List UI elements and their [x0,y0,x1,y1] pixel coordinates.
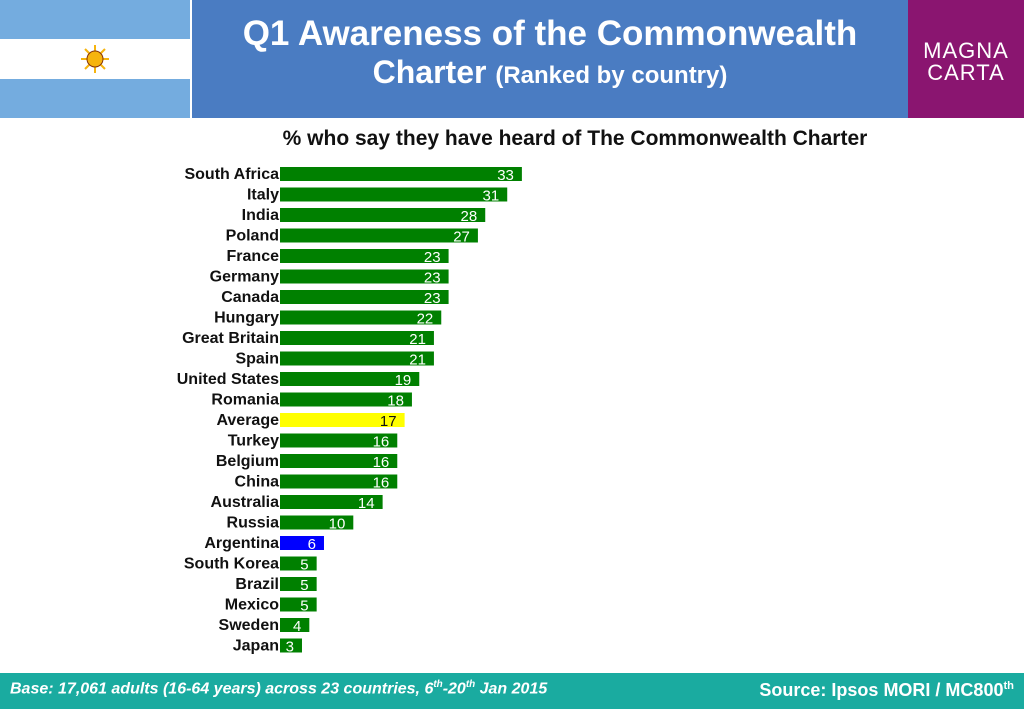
value-label-poland: 27 [453,229,470,246]
bar-poland [280,228,478,243]
bar-argentina [280,536,324,550]
category-label-sweden: Sweden [219,617,279,634]
bar-great-britain [280,331,434,345]
category-label-canada: Canada [221,289,279,306]
value-label-japan: 3 [286,639,294,656]
chart-title: % who say they have heard of The Commonw… [282,127,868,150]
bar-italy [280,187,508,202]
logo-line1: MAGNA [923,38,1009,63]
category-label-belgium: Belgium [216,453,279,470]
source-sup: th [1003,680,1014,692]
value-label-hungary: 22 [417,311,434,328]
value-label-australia: 14 [358,495,375,512]
bar-russia [280,515,354,530]
bar-france [280,249,449,263]
bar-south-korea [280,556,317,571]
value-label-average: 17 [380,413,397,430]
value-label-china: 16 [373,475,390,492]
base-mid: -20 [442,680,466,698]
category-label-germany: Germany [210,269,279,286]
category-label-india: India [242,207,279,224]
bar-romania [280,392,412,407]
category-label-average: Average [216,412,279,429]
bar-belgium [280,454,398,468]
bar-japan [280,638,302,653]
page-title-line2: Charter [372,54,487,90]
category-label-turkey: Turkey [228,433,279,450]
value-label-brazil: 5 [300,577,308,594]
bar-china [280,474,398,489]
bar-south-africa [280,167,522,181]
value-label-mexico: 5 [300,598,308,615]
category-label-japan: Japan [233,638,279,655]
magna-carta-logo: MAGNA CARTA [908,0,1024,118]
category-label-mexico: Mexico [225,597,279,614]
value-label-russia: 10 [329,516,346,533]
category-label-italy: Italy [247,187,279,204]
bar-average [280,413,405,427]
base-sup2: th [465,679,476,690]
sun-icon [81,45,109,73]
value-label-india: 28 [461,208,478,225]
argentina-flag [0,0,190,118]
category-label-argentina: Argentina [204,535,279,552]
value-label-canada: 23 [424,290,441,307]
value-label-france: 23 [424,249,441,266]
logo-line2: CARTA [927,60,1005,85]
value-label-argentina: 6 [308,536,316,553]
source-note: Source: Ipsos MORI / MC800th [759,680,1014,701]
footer-bar: Base: 17,061 adults (16-64 years) across… [0,673,1024,709]
page-subtitle: (Ranked by country) [495,62,728,89]
value-label-germany: 23 [424,270,441,287]
category-label-france: France [227,248,280,265]
source-text: Source: Ipsos MORI / MC800 [759,680,1004,700]
value-label-sweden: 4 [293,618,301,635]
category-label-south-africa: South Africa [184,166,279,183]
bar-chart: South Africa 33 Italy 31 India 28 Poland 27 Fran… [177,166,522,656]
bar-united-states [280,372,420,386]
category-label-poland: Poland [226,228,279,245]
bar-hungary [280,310,442,325]
value-label-romania: 18 [387,393,404,410]
category-label-united-states: United States [177,371,279,388]
category-label-australia: Australia [211,494,280,511]
bar-mexico [280,597,317,612]
value-label-united-states: 19 [395,372,412,389]
base-sup1: th [433,679,443,690]
bar-spain [280,351,434,366]
value-label-south-korea: 5 [300,557,308,574]
base-note: Base: 17,061 adults (16-64 years) across… [10,679,547,698]
category-label-russia: Russia [227,515,280,532]
category-label-china: China [235,474,280,491]
value-label-belgium: 16 [373,454,390,471]
bar-australia [280,495,383,509]
header-banner: Q1 Awareness of the Commonwealth Charter… [192,0,908,118]
bar-sweden [280,618,310,632]
bar-india [280,208,486,222]
value-label-spain: 21 [409,352,426,369]
category-label-south-korea: South Korea [184,556,279,573]
category-label-spain: Spain [235,351,279,368]
bar-canada [280,290,449,304]
category-label-brazil: Brazil [235,576,279,593]
value-label-italy: 31 [483,188,500,205]
value-label-turkey: 16 [373,434,390,451]
category-label-great-britain: Great Britain [182,330,279,347]
bar-germany [280,269,449,284]
bar-brazil [280,577,317,591]
page-title: Q1 Awareness of the Commonwealth [242,14,858,53]
base-pre: Base: 17,061 adults (16-64 years) across… [10,680,434,698]
value-label-south-africa: 33 [497,167,514,184]
value-label-great-britain: 21 [409,331,426,348]
base-post: Jan 2015 [475,680,548,698]
category-label-hungary: Hungary [214,310,279,327]
bar-turkey [280,433,398,448]
category-label-romania: Romania [211,392,279,409]
